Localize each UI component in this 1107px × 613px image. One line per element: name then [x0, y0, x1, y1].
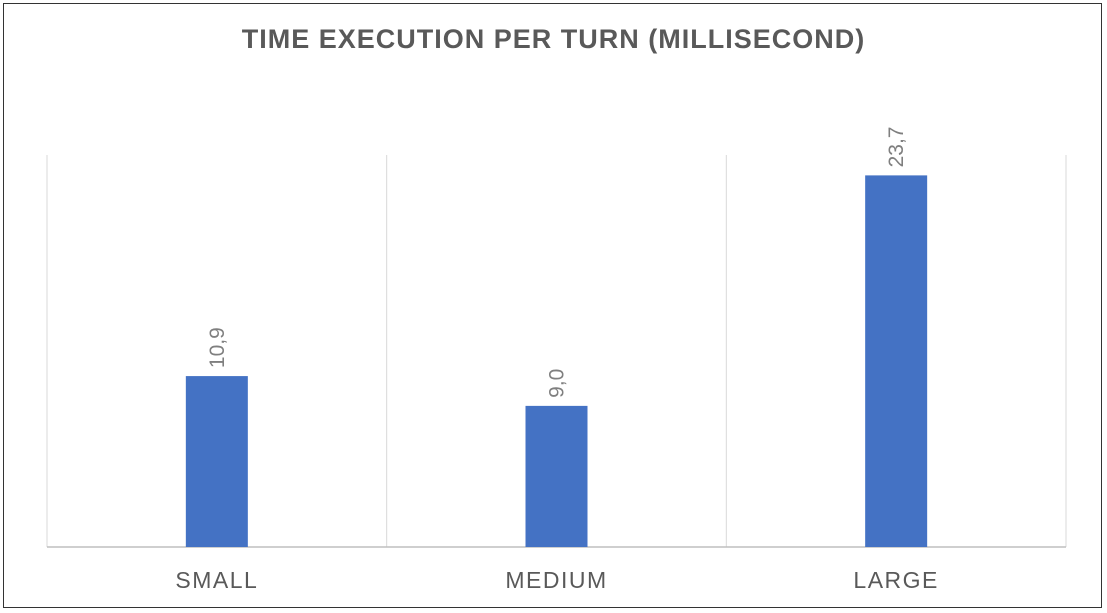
bar-medium: [525, 405, 588, 547]
bar-small: [185, 376, 248, 547]
x-tick-label-small: SMALL: [175, 567, 258, 593]
chart-title: TIME EXECUTION PER TURN (MILLISECOND): [241, 24, 866, 54]
bar-large: [865, 175, 928, 547]
bar-layer: [185, 175, 928, 547]
x-tick-label-medium: MEDIUM: [505, 567, 607, 593]
data-label-large: 23,7: [885, 127, 908, 168]
data-label-medium: 9,0: [546, 369, 569, 398]
x-tick-label-large: LARGE: [853, 567, 938, 593]
data-label-small: 10,9: [206, 327, 229, 368]
label-layer: 10,9 SMALL 9,0 MEDIUM 23,7 LARGE: [175, 127, 938, 593]
